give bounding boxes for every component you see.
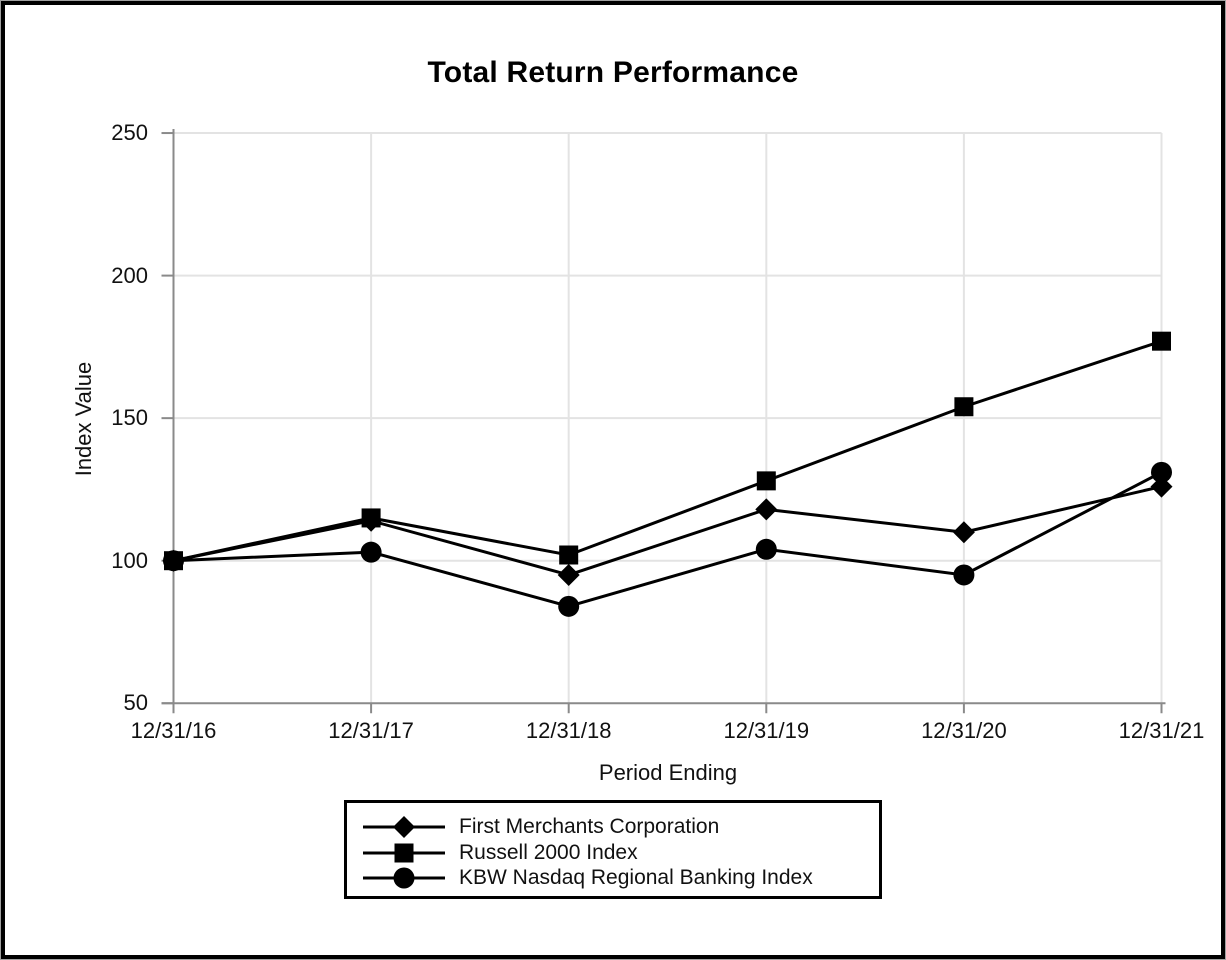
legend-item-russell-2000: Russell 2000 Index <box>363 840 879 866</box>
legend-item-kbw-nasdaq: KBW Nasdaq Regional Banking Index <box>363 865 879 891</box>
legend-label: KBW Nasdaq Regional Banking Index <box>459 866 813 890</box>
square-marker-icon <box>1152 331 1171 351</box>
series-markers-kbw-nasdaq-regional-banking-index <box>163 461 1172 617</box>
square-marker-icon <box>756 471 776 491</box>
x-tick-label: 12/31/19 <box>723 718 810 743</box>
circle-marker-icon <box>558 595 580 617</box>
circle-marker-icon <box>1151 461 1172 483</box>
series-markers-russell-2000-index <box>164 331 1171 571</box>
circle-marker-icon <box>755 538 777 560</box>
circle-marker-icon <box>363 867 445 889</box>
diamond-marker-icon <box>952 521 975 544</box>
series-line-kbw-nasdaq-regional-banking-index <box>173 470 1163 608</box>
legend-box: First Merchants Corporation Russell 2000… <box>344 800 882 899</box>
legend-label: Russell 2000 Index <box>459 840 638 864</box>
square-marker-icon <box>559 545 579 565</box>
x-tick-label: 12/31/17 <box>328 718 414 743</box>
x-tick-label: 12/31/18 <box>525 718 612 743</box>
x-tick-label: 12/31/16 <box>130 718 217 743</box>
y-tick-label: 200 <box>111 262 148 288</box>
circle-marker-icon <box>953 564 975 586</box>
y-tick-label: 250 <box>111 120 148 146</box>
y-tick-label: 150 <box>111 405 148 431</box>
diamond-marker-icon <box>755 498 778 521</box>
series-line-first-merchants-corporation <box>173 485 1162 577</box>
y-tick-label: 50 <box>123 690 148 716</box>
gridlines <box>173 132 1163 704</box>
square-marker-icon <box>164 551 183 571</box>
square-marker-icon <box>363 843 445 862</box>
legend-label: First Merchants Corporation <box>459 814 720 838</box>
series-line-russell-2000-index <box>173 339 1162 563</box>
chart-title: Total Return Performance <box>427 56 799 89</box>
square-marker-icon <box>361 508 381 528</box>
diamond-marker-icon <box>557 563 580 586</box>
square-marker-icon <box>954 397 974 417</box>
x-axis-title: Period Ending <box>598 760 738 785</box>
legend-item-first-merchants: First Merchants Corporation <box>363 814 879 840</box>
x-tick-label: 12/31/20 <box>921 718 1007 743</box>
diamond-marker-icon <box>363 815 445 838</box>
axes <box>161 129 1166 714</box>
y-tick-label: 100 <box>111 547 148 573</box>
circle-marker-icon <box>360 541 382 563</box>
x-tick-label: 12/31/21 <box>1118 718 1205 743</box>
